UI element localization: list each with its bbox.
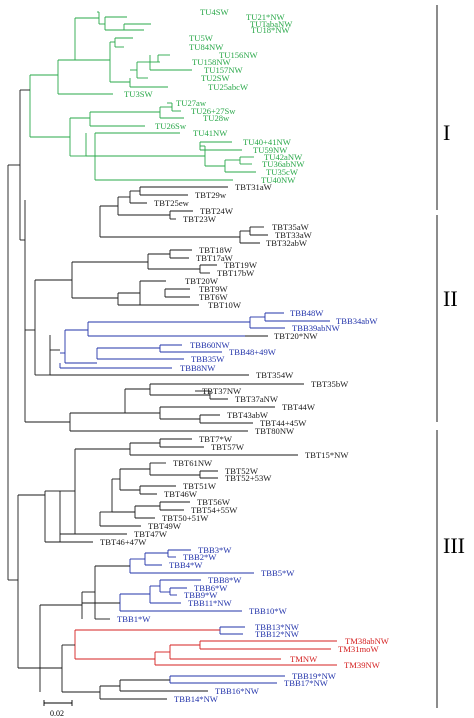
leaf-label: TU4SW: [200, 7, 230, 17]
leaf-label: TBT10W: [208, 300, 242, 310]
leaf-label: TU21*NW: [246, 12, 286, 22]
leaf-label: TBB3*W: [198, 545, 232, 555]
leaf-label: TBB4*W: [169, 560, 203, 570]
leaf-label: TM31moW: [338, 644, 379, 654]
leaf-label: TBT19W: [224, 260, 258, 270]
clade-label: II: [443, 286, 458, 311]
leaf-label: TU40+41NW: [243, 137, 292, 147]
leaf-label: TBT9W: [199, 284, 229, 294]
leaf-label: TU42aNW: [264, 152, 303, 162]
leaf-label: TU3SW: [124, 89, 154, 99]
leaf-label: TBT56W: [197, 497, 231, 507]
clade-label: I: [443, 120, 450, 145]
leaf-label: TBT6W: [199, 292, 229, 302]
leaf-label: TU36abNW: [262, 159, 305, 169]
leaf-label: TBT50+51W: [162, 513, 209, 523]
leaf-label: TBT80NW: [255, 426, 295, 436]
leaf-label: TBB19*NW: [292, 671, 337, 681]
leaf-label: TBT46W: [164, 489, 198, 499]
leaf-label: TU35cW: [266, 167, 299, 177]
leaf-label: TU18*NW: [251, 25, 291, 35]
leaf-label: TBT47W: [134, 529, 168, 539]
leaf-label: TBT33aW: [275, 230, 313, 240]
leaf-label: TBT17aW: [196, 253, 234, 263]
leaf-label: TU156NW: [219, 50, 259, 60]
leaf-label: TBT35aW: [272, 222, 310, 232]
leaf-label: TU2SW: [201, 73, 231, 83]
leaf-label: TU158NW: [192, 57, 232, 67]
leaf-label: TU41NW: [193, 128, 228, 138]
leaf-label: TBT43abW: [227, 410, 269, 420]
leaf-label: TBT24W: [200, 206, 234, 216]
leaf-label: TBT54+55W: [191, 505, 238, 515]
leaf-label: TBB35W: [191, 354, 225, 364]
leaf-label: TBT44W: [282, 402, 316, 412]
leaf-label: TBT31aW: [235, 182, 273, 192]
leaf-label: TBT23W: [183, 214, 217, 224]
leaf-label: TBB39abNW: [292, 323, 341, 333]
leaf-label: TBB8*W: [208, 575, 242, 585]
leaf-label: TBT57W: [211, 442, 245, 452]
leaf-label: TBT15*NW: [305, 450, 349, 460]
leaf-label: TU27aw: [176, 98, 207, 108]
leaf-label: TBT46+47W: [100, 537, 147, 547]
leaf-label: TBT52+53W: [225, 473, 272, 483]
leaf-label: TBT32abW: [266, 238, 308, 248]
leaf-label: TBB14*NW: [174, 694, 219, 704]
leaf-label: TUTabaNW: [250, 19, 293, 29]
leaf-label: TBT20*NW: [274, 331, 318, 341]
leaf-label: TU40NW: [261, 175, 296, 185]
leaf-label: TBB13*NW: [255, 622, 300, 632]
leaf-label: TU84NW: [189, 42, 224, 52]
leaf-label: TBB2*W: [183, 552, 217, 562]
leaf-label: TBT7*W: [199, 434, 233, 444]
leaf-label: TU26Sw: [155, 121, 187, 131]
leaf-label: TMNW: [290, 654, 318, 664]
leaf-label: TU59NW: [253, 145, 288, 155]
leaf-label: TBT354W: [256, 370, 294, 380]
leaf-label: TBT17bW: [217, 268, 255, 278]
leaf-label: TBB10*W: [249, 606, 288, 616]
leaf-label: TBT20W: [185, 276, 219, 286]
leaf-label: TBB48+49W: [229, 347, 277, 357]
leaf-label: TBT18W: [199, 245, 233, 255]
leaf-label: TBT35bW: [311, 379, 349, 389]
leaf-label: TBT49W: [148, 521, 182, 531]
leaf-label: TBB48W: [290, 308, 324, 318]
leaf-label: TBT61NW: [173, 458, 213, 468]
leaf-label: TBB17*NW: [284, 678, 329, 688]
leaf-label: TBB11*NW: [188, 598, 232, 608]
leaf-label: TBT52W: [225, 466, 259, 476]
clade-label: III: [443, 533, 465, 558]
leaf-label: TBB6*W: [194, 583, 228, 593]
leaf-label: TBT44+45W: [260, 418, 307, 428]
leaf-label: TBT51W: [183, 481, 217, 491]
leaf-label: TBT29w: [195, 190, 227, 200]
leaf-label: TM39NW: [344, 660, 381, 670]
leaf-label: TBB12*NW: [255, 629, 300, 639]
leaf-label: TM38abNW: [345, 636, 390, 646]
leaf-label: TU157NW: [204, 65, 244, 75]
leaf-label: TBB60NW: [190, 340, 231, 350]
leaf-label: TBT37NW: [202, 386, 242, 396]
leaf-label: TU5W: [189, 33, 214, 43]
leaf-label: TU28w: [203, 113, 230, 123]
leaf-label: TBB16*NW: [215, 686, 260, 696]
leaf-label: TBB5*W: [261, 568, 295, 578]
scale-label: 0.02: [50, 709, 64, 718]
leaf-label: TU26+27Sw: [191, 106, 236, 116]
leaf-label: TU25abcW: [208, 82, 249, 92]
leaf-label: TBB8NW: [180, 363, 216, 373]
leaf-label: TBT25ew: [154, 198, 190, 208]
leaf-label: TBB9*W: [184, 590, 218, 600]
leaf-label: TBB34abW: [336, 316, 378, 326]
leaf-label: TBB1*W: [117, 614, 151, 624]
leaf-label: TBT37aNW: [235, 394, 279, 404]
